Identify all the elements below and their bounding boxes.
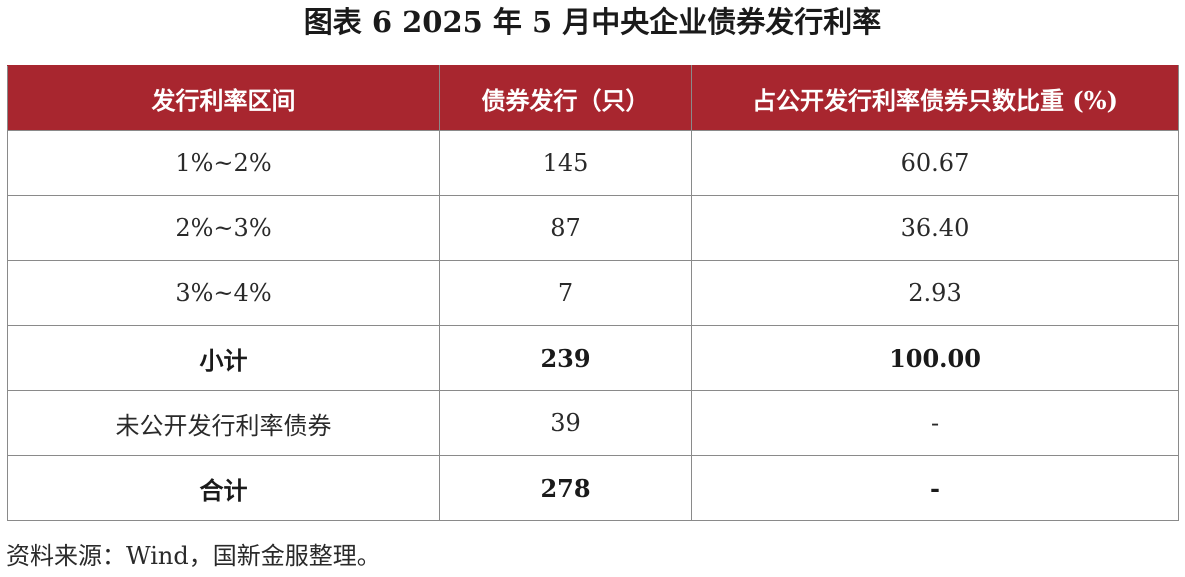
cell-share-percent: - bbox=[691, 390, 1179, 456]
table-title: 图表 6 2025 年 5 月中央企业债券发行利率 bbox=[303, 5, 882, 39]
table-row: 3%~4% 7 2.93 bbox=[7, 260, 1179, 326]
cell-rate-range: 小计 bbox=[7, 325, 440, 391]
cell-bond-count: 7 bbox=[439, 260, 692, 326]
cell-share-percent: 36.40 bbox=[691, 195, 1179, 261]
cell-bond-count: 39 bbox=[439, 390, 692, 456]
cell-share-percent: - bbox=[691, 455, 1179, 521]
cell-rate-range: 合计 bbox=[7, 455, 440, 521]
table-row: 未公开发行利率债券 39 - bbox=[7, 390, 1179, 456]
header-bond-count: 债券发行（只） bbox=[439, 65, 692, 131]
table-header-row: 发行利率区间 债券发行（只） 占公开发行利率债券只数比重 (%) bbox=[7, 65, 1179, 131]
total-row: 合计 278 - bbox=[7, 455, 1179, 521]
cell-bond-count: 87 bbox=[439, 195, 692, 261]
cell-rate-range: 2%~3% bbox=[7, 195, 440, 261]
table-row: 2%~3% 87 36.40 bbox=[7, 195, 1179, 261]
subtotal-row: 小计 239 100.00 bbox=[7, 325, 1179, 391]
cell-share-percent: 100.00 bbox=[691, 325, 1179, 391]
cell-rate-range: 1%~2% bbox=[7, 130, 440, 196]
table-row: 1%~2% 145 60.67 bbox=[7, 130, 1179, 196]
cell-rate-range: 3%~4% bbox=[7, 260, 440, 326]
header-share-percent: 占公开发行利率债券只数比重 (%) bbox=[691, 65, 1179, 131]
cell-bond-count: 145 bbox=[439, 130, 692, 196]
cell-share-percent: 60.67 bbox=[691, 130, 1179, 196]
cell-share-percent: 2.93 bbox=[691, 260, 1179, 326]
bond-rate-table: 发行利率区间 债券发行（只） 占公开发行利率债券只数比重 (%) 1%~2% 1… bbox=[7, 65, 1179, 521]
header-rate-range: 发行利率区间 bbox=[7, 65, 440, 131]
cell-rate-range: 未公开发行利率债券 bbox=[7, 390, 440, 456]
cell-bond-count: 278 bbox=[439, 455, 692, 521]
cell-bond-count: 239 bbox=[439, 325, 692, 391]
source-note: 资料来源：Wind，国新金服整理。 bbox=[6, 542, 381, 570]
